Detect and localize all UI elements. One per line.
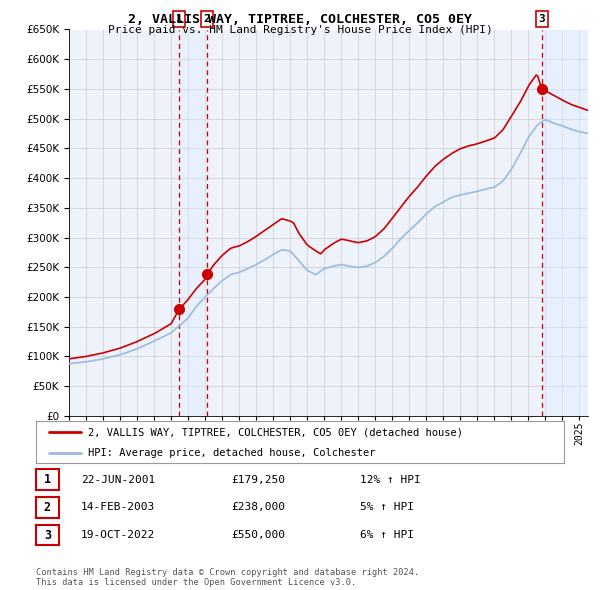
Text: HPI: Average price, detached house, Colchester: HPI: Average price, detached house, Colc… xyxy=(88,448,375,457)
Text: 3: 3 xyxy=(539,14,545,24)
Text: 2: 2 xyxy=(44,501,51,514)
Bar xyxy=(542,30,588,416)
Text: Contains HM Land Registry data © Crown copyright and database right 2024.
This d: Contains HM Land Registry data © Crown c… xyxy=(36,568,419,587)
Text: Price paid vs. HM Land Registry's House Price Index (HPI): Price paid vs. HM Land Registry's House … xyxy=(107,25,493,35)
Text: 1: 1 xyxy=(44,473,51,486)
Text: £550,000: £550,000 xyxy=(231,530,285,540)
Text: 1: 1 xyxy=(176,14,182,24)
Text: £238,000: £238,000 xyxy=(231,503,285,512)
Text: 19-OCT-2022: 19-OCT-2022 xyxy=(81,530,155,540)
Text: 2, VALLIS WAY, TIPTREE, COLCHESTER, CO5 0EY: 2, VALLIS WAY, TIPTREE, COLCHESTER, CO5 … xyxy=(128,13,472,26)
Text: 14-FEB-2003: 14-FEB-2003 xyxy=(81,503,155,512)
Text: 3: 3 xyxy=(44,529,51,542)
Text: 12% ↑ HPI: 12% ↑ HPI xyxy=(360,475,421,484)
Text: 2, VALLIS WAY, TIPTREE, COLCHESTER, CO5 0EY (detached house): 2, VALLIS WAY, TIPTREE, COLCHESTER, CO5 … xyxy=(88,427,463,437)
Text: 22-JUN-2001: 22-JUN-2001 xyxy=(81,475,155,484)
Text: 6% ↑ HPI: 6% ↑ HPI xyxy=(360,530,414,540)
Text: 5% ↑ HPI: 5% ↑ HPI xyxy=(360,503,414,512)
Bar xyxy=(179,30,207,416)
Text: 2: 2 xyxy=(204,14,211,24)
Text: £179,250: £179,250 xyxy=(231,475,285,484)
